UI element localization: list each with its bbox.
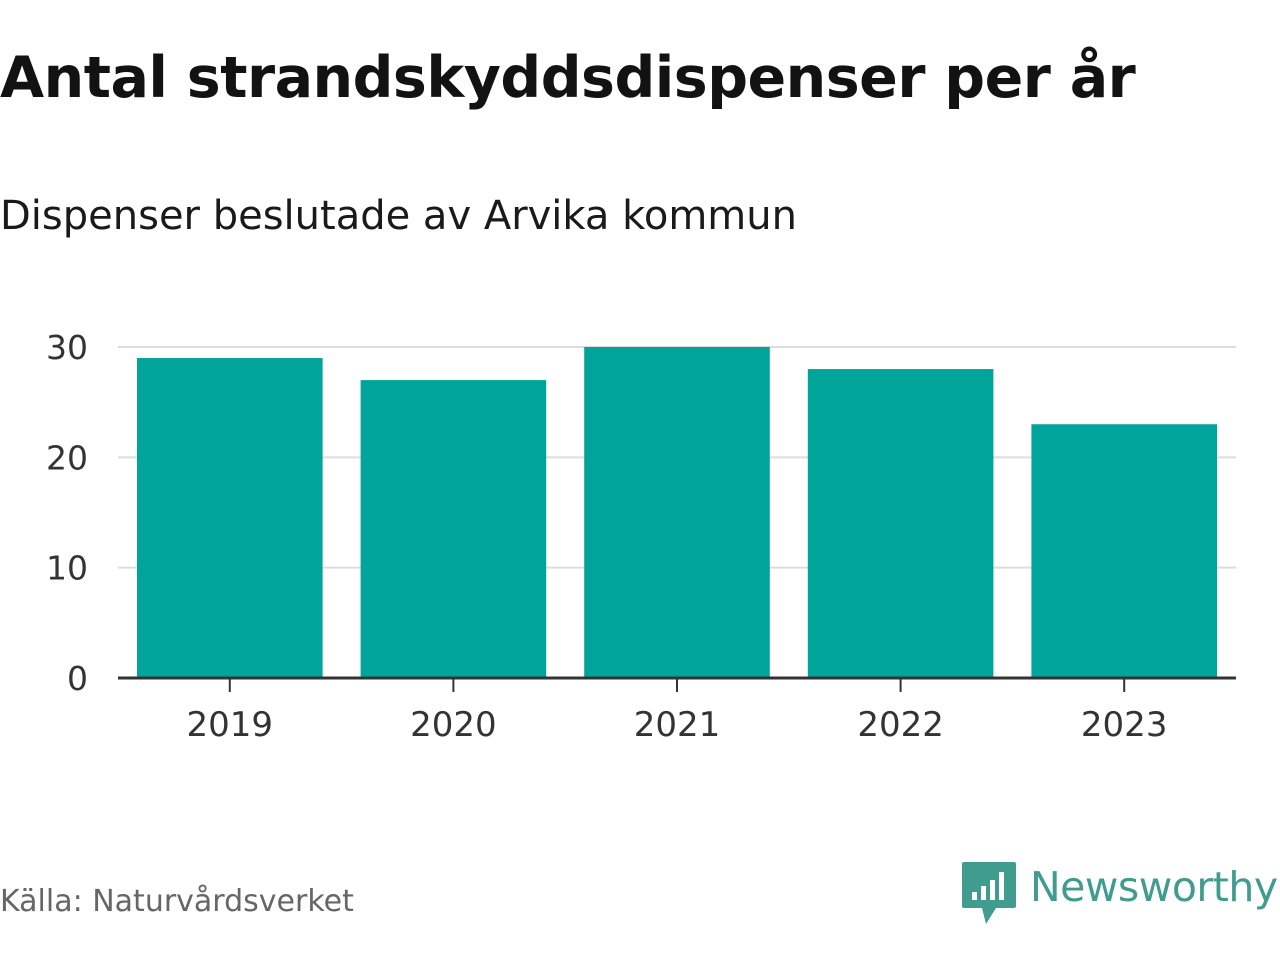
- bar-2021: [584, 347, 770, 678]
- chart-subtitle: Dispenser beslutade av Arvika kommun: [0, 193, 797, 239]
- tick-labels: 0 10 20 30 2019 2020 2021 2022 2023: [46, 328, 1167, 745]
- x-tick-label-2022: 2022: [857, 705, 944, 745]
- bar-2023: [1031, 424, 1217, 678]
- y-tick-label-10: 10: [46, 549, 88, 588]
- y-tick-label-20: 20: [46, 438, 88, 477]
- bar-2020: [360, 380, 547, 678]
- chart-title: Antal strandskyddsdispenser per år: [0, 45, 1136, 111]
- brand-name: Newsworthy: [1030, 863, 1278, 911]
- source-note: Källa: Naturvårdsverket: [0, 884, 354, 919]
- x-tick-label-2020: 2020: [410, 705, 497, 745]
- bar-2019: [137, 358, 323, 678]
- x-tick-label-2019: 2019: [187, 705, 274, 745]
- x-tick-label-2021: 2021: [634, 705, 721, 745]
- newsworthy-logo-icon: [962, 862, 1016, 924]
- bars: [137, 347, 1217, 678]
- y-tick-label-0: 0: [67, 659, 88, 698]
- x-tick-label-2023: 2023: [1081, 705, 1168, 745]
- newsworthy-logo: Newsworthy: [962, 862, 1278, 926]
- axes: [118, 676, 1236, 692]
- y-tick-label-30: 30: [46, 328, 88, 367]
- bar-2022: [807, 369, 994, 678]
- bar-chart: 0 10 20 30 2019 2020 2021 2022 2023: [46, 328, 1236, 745]
